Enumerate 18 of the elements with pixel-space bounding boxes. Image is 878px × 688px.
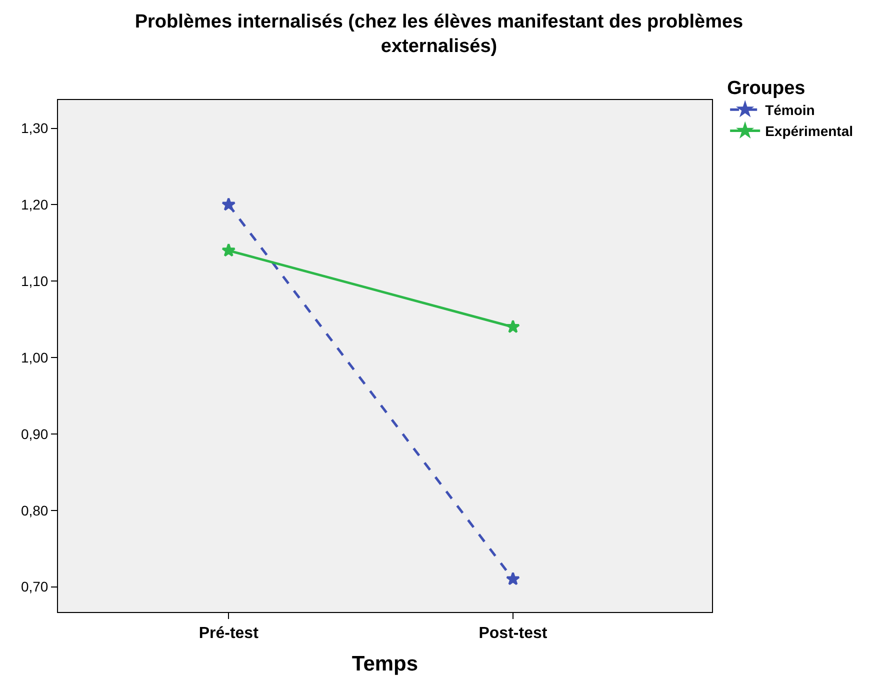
y-tick-label: 1,30 bbox=[20, 120, 48, 136]
legend-label: Expérimental bbox=[765, 123, 854, 140]
y-tick-label: 1,00 bbox=[20, 349, 48, 366]
y-tick-label: 0,90 bbox=[20, 426, 48, 442]
legend-label: Témoin bbox=[765, 102, 815, 118]
y-tick-label: 1,20 bbox=[20, 196, 48, 213]
point bbox=[222, 243, 236, 257]
x-axis-title: Temps bbox=[352, 652, 418, 676]
point bbox=[222, 197, 236, 211]
legend-title: Groupes bbox=[727, 78, 806, 99]
y-tick-label: 0,70 bbox=[20, 578, 48, 595]
chart-title: Problèmes internalisés (chez les élèves manifestant des problèmes externalisés) bbox=[134, 12, 744, 58]
x-tick-label: Pré-test bbox=[198, 625, 260, 642]
y-tick-label: 0,80 bbox=[20, 502, 48, 518]
point bbox=[506, 320, 520, 334]
y-tick-label: 1,10 bbox=[20, 273, 48, 290]
point bbox=[506, 572, 520, 586]
x-tick-label: Post-test bbox=[478, 625, 548, 642]
